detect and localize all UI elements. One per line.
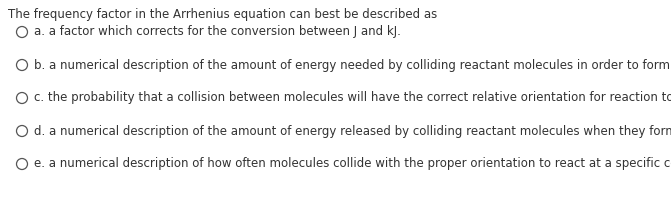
Text: c. the probability that a collision between molecules will have the correct rela: c. the probability that a collision betw…: [34, 92, 671, 104]
Text: d. a numerical description of the amount of energy released by colliding reactan: d. a numerical description of the amount…: [34, 124, 671, 138]
Text: The frequency factor in the Arrhenius equation can best be described as: The frequency factor in the Arrhenius eq…: [8, 8, 437, 21]
Text: b. a numerical description of the amount of energy needed by colliding reactant : b. a numerical description of the amount…: [34, 59, 671, 72]
Text: a. a factor which corrects for the conversion between J and kJ.: a. a factor which corrects for the conve…: [34, 25, 401, 39]
Text: e. a numerical description of how often molecules collide with the proper orient: e. a numerical description of how often …: [34, 158, 671, 170]
